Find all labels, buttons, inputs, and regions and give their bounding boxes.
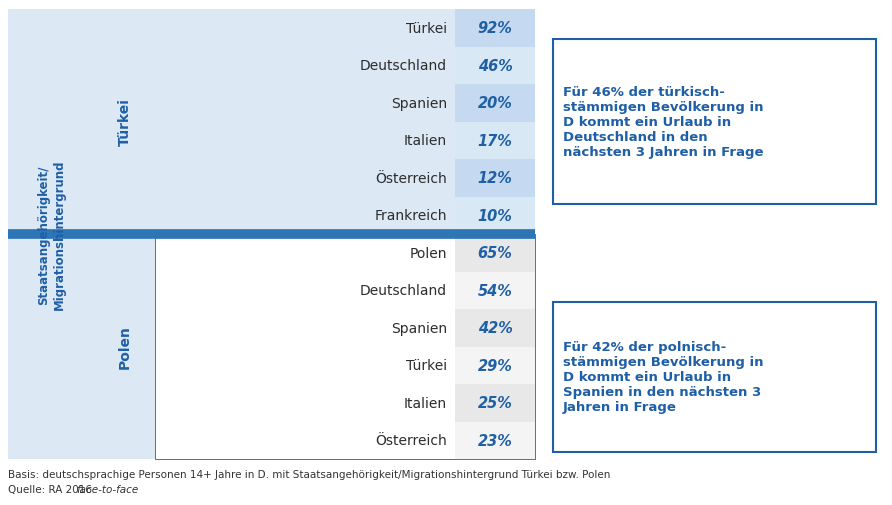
Bar	[455, 47, 535, 85]
Bar	[455, 197, 535, 234]
Text: Italien: Italien	[404, 134, 447, 148]
Bar	[95, 10, 155, 234]
Text: Deutschland: Deutschland	[359, 59, 447, 73]
Text: 25%: 25%	[477, 395, 512, 411]
Text: Für 42% der polnisch-
stämmigen Bevölkerung in
D kommt ein Urlaub in
Spanien in : Für 42% der polnisch- stämmigen Bevölker…	[563, 340, 764, 413]
Text: Staatsangehörigkeit/
Migrationshintergrund: Staatsangehörigkeit/ Migrationshintergru…	[37, 160, 65, 310]
Text: 92%: 92%	[477, 21, 512, 36]
Text: 65%: 65%	[477, 246, 512, 261]
Bar	[455, 234, 535, 272]
Text: Spanien: Spanien	[391, 321, 447, 335]
Text: Türkei: Türkei	[406, 359, 447, 373]
Text: 10%: 10%	[477, 209, 512, 223]
Bar	[455, 422, 535, 459]
Bar	[455, 122, 535, 160]
Text: 46%: 46%	[477, 59, 512, 74]
Text: Polen: Polen	[118, 325, 132, 369]
Text: Spanien: Spanien	[391, 96, 447, 111]
Text: 54%: 54%	[477, 283, 512, 298]
Bar	[455, 10, 535, 47]
Bar	[95, 234, 155, 459]
Bar	[455, 310, 535, 347]
Text: face-to-face: face-to-face	[76, 484, 138, 494]
Bar	[8, 10, 95, 459]
Bar	[455, 85, 535, 122]
Text: Quelle: RA 2016: Quelle: RA 2016	[8, 484, 95, 494]
Text: Türkei: Türkei	[406, 22, 447, 36]
Text: Italien: Italien	[404, 396, 447, 410]
Bar	[553, 302, 876, 451]
Bar	[155, 10, 535, 234]
Bar	[155, 234, 535, 459]
Bar	[553, 40, 876, 205]
Text: 20%: 20%	[477, 96, 512, 111]
Text: 42%: 42%	[477, 321, 512, 336]
Text: Österreich: Österreich	[376, 171, 447, 185]
Text: 29%: 29%	[477, 358, 512, 373]
Bar	[455, 272, 535, 310]
Bar	[455, 384, 535, 422]
Bar	[455, 347, 535, 384]
Text: Deutschland: Deutschland	[359, 284, 447, 297]
Text: Basis: deutschsprachige Personen 14+ Jahre in D. mit Staatsangehörigkeit/Migrati: Basis: deutschsprachige Personen 14+ Jah…	[8, 469, 610, 479]
Text: 12%: 12%	[477, 171, 512, 186]
Text: Türkei: Türkei	[118, 98, 132, 146]
Text: 17%: 17%	[477, 133, 512, 148]
Text: Frankreich: Frankreich	[375, 209, 447, 223]
Text: Für 46% der türkisch-
stämmigen Bevölkerung in
D kommt ein Urlaub in
Deutschland: Für 46% der türkisch- stämmigen Bevölker…	[563, 86, 764, 159]
Bar	[455, 160, 535, 197]
Text: Österreich: Österreich	[376, 433, 447, 447]
Text: Polen: Polen	[409, 246, 447, 260]
Text: 23%: 23%	[477, 433, 512, 448]
